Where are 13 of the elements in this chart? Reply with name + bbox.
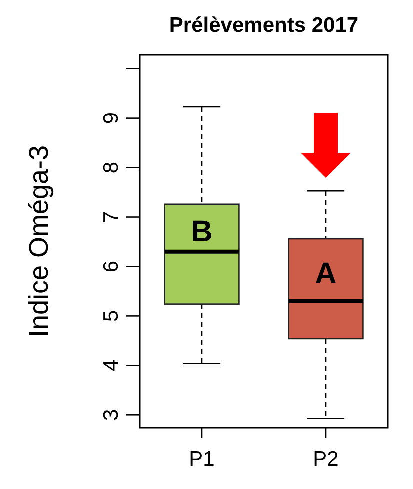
x-tick-label: P1 <box>189 448 215 471</box>
y-tick-label: 8 <box>100 162 123 174</box>
y-tick-label: 7 <box>100 211 123 224</box>
chart-title: Prélèvements 2017 <box>169 14 359 37</box>
y-tick-label: 5 <box>100 310 123 322</box>
x-tick-label: P2 <box>313 448 339 471</box>
y-tick-label: 6 <box>100 260 123 273</box>
y-axis-title: Indice Oméga-3 <box>24 145 54 338</box>
annotation: B <box>191 216 213 249</box>
y-tick-label: 3 <box>100 409 123 421</box>
annotation: A <box>315 258 337 291</box>
y-tick-label: 4 <box>100 360 123 372</box>
y-tick-label: 9 <box>100 112 123 124</box>
